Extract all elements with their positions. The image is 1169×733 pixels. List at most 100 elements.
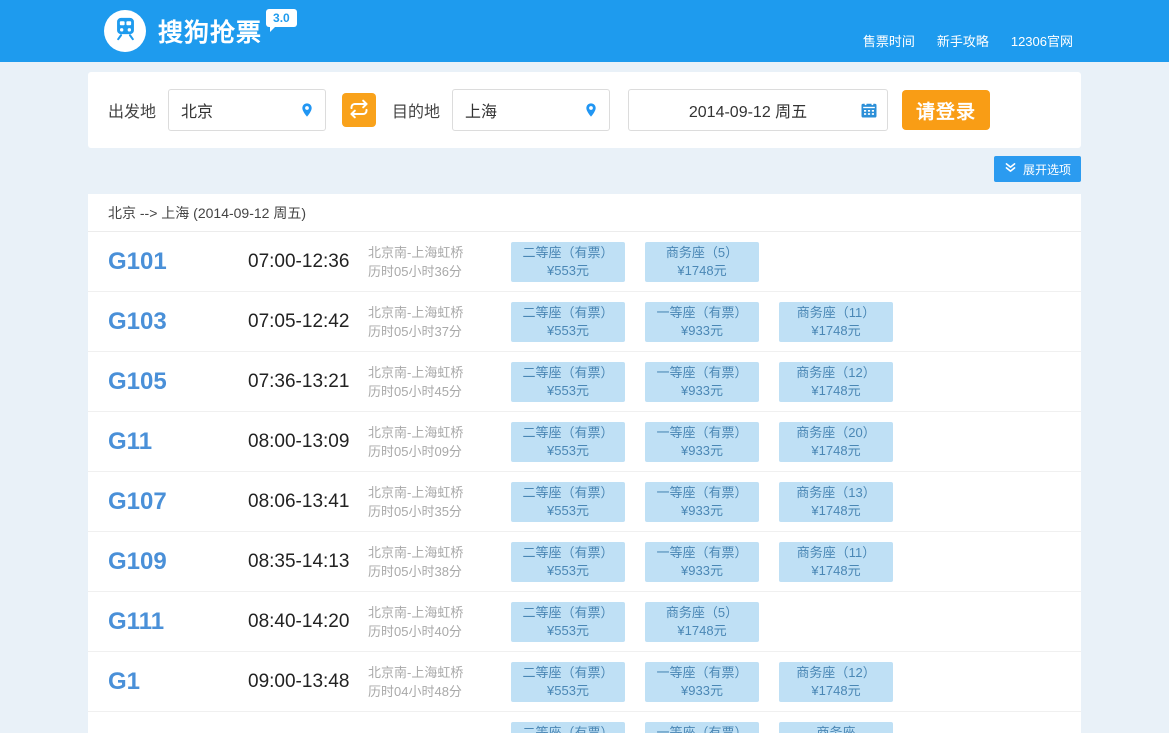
train-time: 07:00-12:36: [248, 250, 350, 272]
seat-badge[interactable]: 一等座（有票）¥933元: [645, 361, 759, 402]
nav-link-ticket-times[interactable]: 售票时间: [862, 34, 915, 49]
train-station-duration: 北京南-上海虹桥 历时05小时40分: [368, 603, 511, 641]
seat-badge[interactable]: 商务座（20） ¥1748元: [779, 421, 893, 462]
seat-type-label: 二等座（有票）: [522, 664, 614, 680]
to-location-pin-icon[interactable]: [577, 102, 605, 118]
station-pair: 北京南-上海虹桥: [368, 544, 464, 560]
to-field: [452, 89, 611, 131]
seat-price: ¥933元: [681, 322, 723, 338]
train-station-duration: 北京南-上海虹桥 历时05小时35分: [368, 483, 511, 521]
train-number-link[interactable]: G1: [108, 667, 141, 695]
seat-badge[interactable]: 二等座（有票）¥553元: [511, 241, 625, 282]
station-pair: 北京南-上海虹桥: [368, 364, 464, 380]
nav-link-12306-official[interactable]: 12306官网: [1010, 34, 1073, 49]
seat-badge[interactable]: 二等座（有票）¥553元: [511, 541, 625, 582]
seat-badge[interactable]: 商务座（11） ¥1748元: [779, 541, 893, 582]
seat-badge[interactable]: 二等座（有票）¥553元: [511, 481, 625, 522]
double-chevron-down-icon: [1004, 161, 1017, 177]
seat-price: ¥933元: [681, 502, 723, 518]
seat-badge[interactable]: 二等座（有票） ¥553元: [511, 301, 625, 342]
train-time: 07:05-12:42: [248, 310, 350, 332]
seat-type-label: 商务座: [816, 724, 856, 733]
seat-price: ¥1748元: [677, 262, 727, 278]
seat-badge[interactable]: 二等座（有票）¥553元: [511, 721, 625, 733]
top-navbar: 搜狗抢票 3.0 售票时间 新手攻略 12306官网: [0, 0, 1169, 62]
seat-type-label: 商务座（5）: [665, 604, 739, 620]
date-input[interactable]: [629, 101, 856, 119]
date-field: [628, 89, 889, 131]
seat-badge[interactable]: 二等座（有票）¥553元: [511, 361, 625, 402]
from-input[interactable]: [169, 101, 294, 119]
train-number-link[interactable]: G105: [108, 367, 167, 395]
train-station-duration: 北京南-上海虹桥 历时04小时48分: [368, 663, 511, 701]
swap-cities-button[interactable]: [342, 93, 377, 127]
train-row: G103 07:05-12:42 北京南-上海虹桥 历时05小时37分 二等座（有票） ¥…: [88, 292, 1081, 352]
train-icon: [112, 15, 139, 47]
station-pair: 北京南-上海虹桥: [368, 664, 464, 680]
from-location-pin-icon[interactable]: [293, 102, 321, 118]
seat-type-label: 一等座（有票）: [656, 304, 748, 320]
seat-price: ¥553元: [547, 502, 589, 518]
seat-badge[interactable]: 商务座¥1748元: [779, 721, 893, 733]
seat-type-label: 二等座（有票）: [522, 604, 614, 620]
seat-badges: 二等座（有票） ¥553元 一等座（有票） ¥933元 商务座（13） ¥1748元: [511, 481, 893, 522]
seat-price: ¥933元: [681, 442, 723, 458]
train-number-link[interactable]: G111: [108, 607, 165, 635]
station-pair: 北京南-上海虹桥: [368, 304, 464, 320]
version-badge: 3.0: [266, 9, 297, 32]
trip-duration: 历时05小时37分: [368, 323, 462, 339]
seat-badge[interactable]: 商务座（5） ¥1748元: [645, 241, 759, 282]
train-station-duration: 北京南-上海虹桥 历时05小时09分: [368, 423, 511, 461]
seat-badge[interactable]: 二等座（有票） ¥553元: [511, 601, 625, 642]
seat-badge[interactable]: 商务座（5） ¥1748元: [645, 601, 759, 642]
seat-badges: 二等座（有票） ¥553元 一等座（有票） ¥933元 商务座（20） ¥1748元: [511, 421, 893, 462]
trip-duration: 历时05小时36分: [368, 263, 462, 279]
calendar-icon[interactable]: [855, 100, 883, 120]
seat-type-label: 一等座（有票）: [656, 484, 748, 500]
train-time: 08:40-14:20: [248, 610, 350, 632]
train-time: 08:00-13:09: [248, 430, 350, 452]
expand-options-button[interactable]: 展开选项: [993, 156, 1081, 182]
seat-badge[interactable]: 一等座（有票） ¥933元: [645, 481, 759, 522]
seat-badges: 二等座（有票） ¥553元 一等座（有票） ¥933元 商务座（12） ¥1748元: [511, 361, 893, 402]
seat-badge[interactable]: 二等座（有票）¥553元: [511, 421, 625, 462]
train-number-link[interactable]: G109: [108, 547, 167, 575]
seat-price: ¥553元: [547, 322, 589, 338]
train-number-link[interactable]: G107: [108, 487, 167, 515]
seat-badge[interactable]: 一等座（有票）¥933元: [645, 421, 759, 462]
seat-price: ¥553元: [547, 622, 589, 638]
seat-price: ¥1748元: [811, 382, 861, 398]
seat-type-label: 商务座（5）: [665, 244, 739, 260]
seat-type-label: 二等座（有票）: [522, 304, 614, 320]
seat-badge[interactable]: 商务座（13） ¥1748元: [779, 481, 893, 522]
expand-options-row: 展开选项: [88, 156, 1081, 182]
seat-badge[interactable]: 一等座（有票）¥933元: [645, 661, 759, 702]
results-card: 北京 --> 上海 (2014-09-12 周五) G101 07:00-12:3…: [88, 194, 1081, 733]
seat-price: ¥1748元: [811, 562, 861, 578]
nav-link-beginner-guide[interactable]: 新手攻略: [936, 34, 989, 49]
seat-badges: 二等座（有票） ¥553元 一等座（有票） ¥933元 商务座（12） ¥1748元: [511, 661, 893, 702]
brand-logo[interactable]: [104, 10, 146, 52]
train-number-link[interactable]: G11: [108, 427, 153, 455]
train-number-link[interactable]: G103: [108, 307, 167, 335]
trip-duration: 历时04小时48分: [368, 683, 462, 699]
train-number-link[interactable]: G101: [108, 247, 167, 275]
seat-badges: 二等座（有票） ¥553元 一等座（有票） ¥933元 商务座（11） ¥1748元: [511, 541, 893, 582]
seat-price: ¥553元: [547, 442, 589, 458]
seat-badge[interactable]: 一等座（有票）¥933元: [645, 541, 759, 582]
seat-badge[interactable]: 商务座（11） ¥1748元: [779, 301, 893, 342]
seat-badge[interactable]: 一等座（有票）¥933元: [645, 721, 759, 733]
seat-badge[interactable]: 一等座（有票） ¥933元: [645, 301, 759, 342]
login-button[interactable]: 请登录: [902, 90, 991, 130]
seat-type-label: 一等座（有票）: [656, 724, 748, 733]
seat-badge[interactable]: 二等座（有票）¥553元: [511, 661, 625, 702]
to-label: 目的地: [392, 104, 441, 121]
seat-badge[interactable]: 商务座（12） ¥1748元: [779, 661, 893, 702]
from-label: 出发地: [108, 104, 157, 121]
seat-badge[interactable]: 商务座（12） ¥1748元: [779, 361, 893, 402]
train-row: G111 08:40-14:20 北京南-上海虹桥 历时05小时40分 二等座（有票） ¥…: [88, 592, 1081, 652]
seat-price: ¥553元: [547, 382, 589, 398]
trip-duration: 历时05小时35分: [368, 503, 462, 519]
to-input[interactable]: [453, 101, 578, 119]
train-list: G101 07:00-12:36 北京南-上海虹桥 历时05小时36分 二等座（有票） ¥…: [88, 232, 1081, 733]
